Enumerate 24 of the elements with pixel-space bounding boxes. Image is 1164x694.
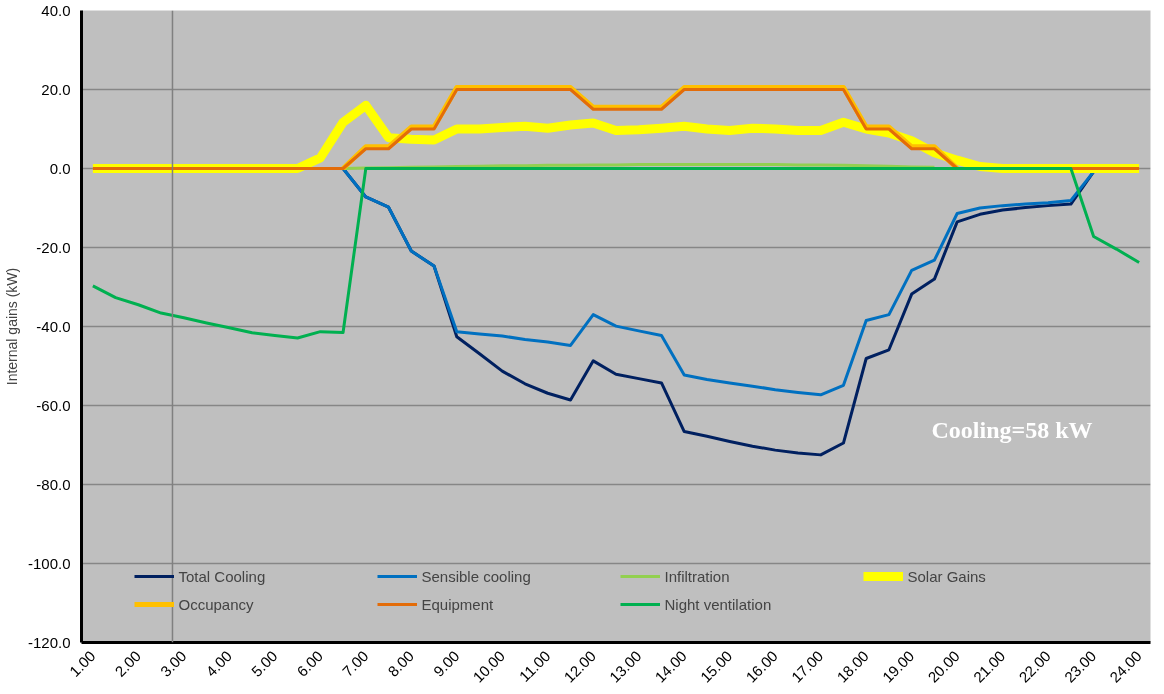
legend-label: Solar Gains — [907, 567, 987, 585]
y-tick-label: -20.0 — [36, 238, 71, 256]
x-tick-label: 6.00 — [293, 647, 326, 680]
y-tick-label: -60.0 — [36, 396, 71, 414]
y-tick-label: -100.0 — [27, 554, 71, 572]
legend-label: Sensible cooling — [421, 567, 532, 585]
legend-label: Infiltration — [664, 567, 731, 585]
y-tick-label: -40.0 — [36, 317, 71, 335]
x-tick-label: 7.00 — [338, 647, 372, 680]
y-tick-label: -120.0 — [27, 633, 71, 651]
annotation: Cooling=58 kW — [931, 416, 1093, 443]
y-tick-label: 0.0 — [49, 159, 71, 177]
legend-label: Total Cooling — [178, 567, 267, 585]
line-series — [341, 167, 1096, 397]
x-tick-label: 4.00 — [202, 647, 235, 680]
y-tick-label: -80.0 — [36, 475, 71, 493]
x-tick-label: 9.00 — [429, 647, 463, 680]
y-tick-label: 40.0 — [41, 1, 71, 19]
legend-label: Equipment — [421, 595, 495, 613]
line-series — [91, 167, 1141, 340]
legend-label: Occupancy — [178, 595, 255, 613]
legend-label: Night ventilation — [664, 595, 773, 613]
y-axis-title: Internal gains (kW) — [3, 267, 20, 386]
y-tick-label: 20.0 — [41, 80, 71, 98]
